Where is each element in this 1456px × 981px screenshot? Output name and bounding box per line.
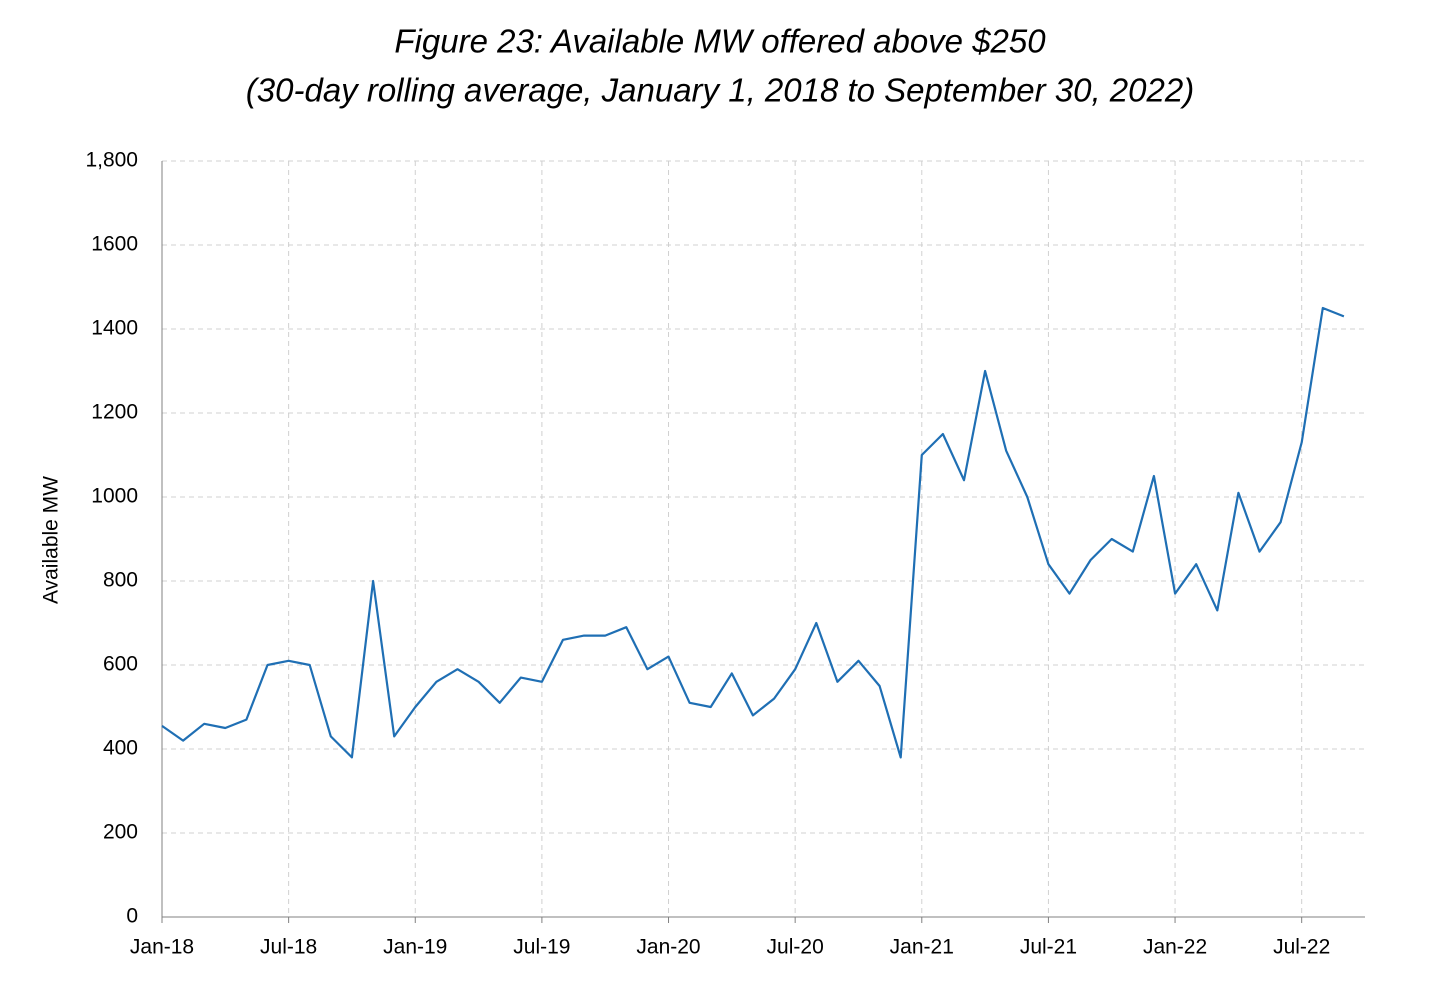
y-tick-label: 1400 bbox=[91, 317, 138, 340]
chart-title: Figure 23: Available MW offered above $2… bbox=[394, 23, 1046, 60]
x-tick-label: Jul-20 bbox=[767, 936, 824, 959]
y-tick-label: 1000 bbox=[91, 485, 138, 508]
data-line bbox=[161, 306, 1345, 759]
y-axis-label: Available MW bbox=[40, 476, 63, 604]
y-tick-label: 1600 bbox=[91, 233, 138, 256]
x-tick-label: Jan-20 bbox=[636, 936, 700, 959]
x-tick-label: Jan-19 bbox=[383, 936, 447, 959]
x-tick-label: Jan-21 bbox=[890, 936, 954, 959]
y-tick-label: 200 bbox=[103, 821, 138, 844]
y-tick-label: 800 bbox=[103, 569, 138, 592]
chart-subtitle: (30-day rolling average, January 1, 2018… bbox=[246, 72, 1194, 109]
y-tick-label: 1,800 bbox=[85, 149, 138, 172]
y-tick-label: 600 bbox=[103, 653, 138, 676]
x-tick-label: Jul-18 bbox=[260, 936, 317, 959]
x-tick-label: Jan-18 bbox=[130, 936, 194, 959]
y-tick-label: 0 bbox=[126, 905, 138, 928]
y-tick-label: 1200 bbox=[91, 401, 138, 424]
x-tick-label: Jan-22 bbox=[1143, 936, 1207, 959]
x-tick-label: Jul-19 bbox=[513, 936, 570, 959]
x-tick-label: Jul-22 bbox=[1273, 936, 1330, 959]
y-tick-label: 400 bbox=[103, 737, 138, 760]
x-tick-label: Jul-21 bbox=[1020, 936, 1077, 959]
